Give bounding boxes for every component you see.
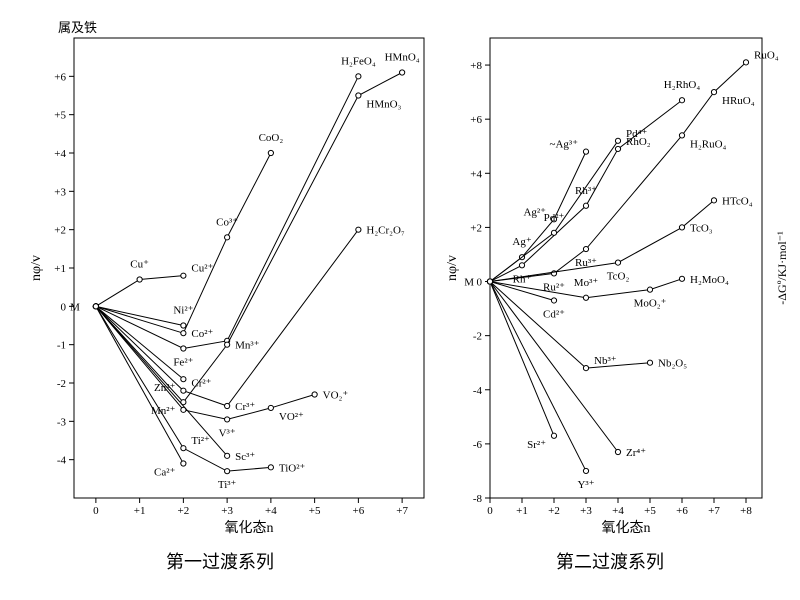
svg-text:~Ag³⁺: ~Ag³⁺: [550, 139, 579, 151]
svg-text:Co²⁺: Co²⁺: [191, 328, 213, 340]
svg-text:H₂RhO₄: H₂RhO₄: [664, 79, 701, 91]
svg-text:-4: -4: [473, 385, 483, 397]
svg-text:+4: +4: [612, 505, 624, 517]
chart-left: 0 +1 +2 +3 +4 +5 +6 +7 -4 -3 -2 -1 0 +1 +2 +3 +4 +5 +6 氧化态n…: [8, 8, 438, 548]
svg-text:nφ/v: nφ/v: [29, 255, 44, 281]
caption-left: 第一过渡系列: [90, 548, 350, 574]
svg-text:+6: +6: [676, 505, 688, 517]
svg-text:0: 0: [61, 301, 67, 313]
svg-text:+4: +4: [470, 168, 482, 180]
svg-text:TcO₃: TcO₃: [690, 222, 713, 234]
svg-text:+6: +6: [54, 71, 66, 83]
svg-text:M: M: [464, 277, 474, 289]
svg-text:+2: +2: [54, 225, 66, 237]
svg-text:Cr²⁺: Cr²⁺: [191, 378, 211, 390]
svg-text:CoO₂: CoO₂: [259, 132, 284, 144]
svg-text:+2: +2: [470, 222, 482, 234]
svg-text:Pd⁴⁺: Pd⁴⁺: [626, 128, 647, 140]
svg-text:Ag⁺: Ag⁺: [512, 236, 531, 248]
svg-text:Rh⁺: Rh⁺: [513, 273, 532, 285]
svg-text:V³⁺: V³⁺: [219, 427, 236, 439]
svg-text:Sc³⁺: Sc³⁺: [235, 451, 255, 463]
svg-text:Ca²⁺: Ca²⁺: [154, 467, 176, 479]
svg-text:-1: -1: [57, 340, 66, 352]
svg-text:H₂MoO₄: H₂MoO₄: [690, 274, 729, 286]
svg-text:RuO₄: RuO₄: [754, 49, 779, 61]
svg-text:+8: +8: [740, 505, 752, 517]
svg-text:+8: +8: [470, 60, 482, 72]
svg-text:VO₂⁺: VO₂⁺: [323, 390, 349, 402]
svg-text:+7: +7: [396, 505, 408, 517]
svg-text:H₂FeO₄: H₂FeO₄: [341, 55, 376, 67]
svg-text:HRuO₄: HRuO₄: [722, 95, 755, 107]
svg-text:H₂RuO₄: H₂RuO₄: [690, 138, 727, 150]
svg-text:0: 0: [487, 505, 493, 517]
svg-text:+4: +4: [265, 505, 277, 517]
svg-text:+1: +1: [516, 505, 528, 517]
svg-text:+7: +7: [708, 505, 720, 517]
svg-text:Nb³⁺: Nb³⁺: [594, 355, 617, 367]
svg-text:+2: +2: [178, 505, 190, 517]
svg-text:+3: +3: [580, 505, 592, 517]
svg-text:-3: -3: [57, 416, 67, 428]
svg-text:M: M: [70, 301, 80, 313]
svg-text:+6: +6: [470, 114, 482, 126]
svg-text:MoO₂⁺: MoO₂⁺: [634, 298, 667, 310]
svg-text:Y³⁺: Y³⁺: [577, 479, 594, 491]
svg-text:Mn³⁺: Mn³⁺: [235, 340, 260, 352]
svg-text:氧化态n: 氧化态n: [602, 520, 651, 536]
svg-text:+2: +2: [548, 505, 560, 517]
svg-text:-2: -2: [57, 378, 66, 390]
svg-text:+5: +5: [644, 505, 656, 517]
svg-text:+1: +1: [54, 263, 66, 275]
svg-text:Ti²⁺: Ti²⁺: [191, 435, 210, 447]
chart-right: 0 +1 +2 +3 +4 +5 +6 +7 +8 -8 -6 -4 -2 0 +2 +4 +6 +8 氧化态n nφ…: [438, 8, 798, 548]
svg-text:Cd²⁺: Cd²⁺: [543, 308, 565, 320]
svg-text:nφ/v: nφ/v: [445, 255, 460, 281]
svg-text:+1: +1: [134, 505, 146, 517]
svg-text:HTcO₄: HTcO₄: [722, 195, 753, 207]
svg-text:Ni²⁺: Ni²⁺: [173, 305, 193, 317]
svg-text:Ti³⁺: Ti³⁺: [218, 479, 237, 491]
svg-text:0: 0: [477, 277, 483, 289]
svg-text:-4: -4: [57, 455, 67, 467]
caption-right: 第二过渡系列: [480, 548, 740, 574]
svg-text:Cr³⁺: Cr³⁺: [235, 401, 255, 413]
svg-text:+3: +3: [221, 505, 233, 517]
svg-text:Pd²⁺: Pd²⁺: [544, 212, 565, 224]
svg-text:Fe²⁺: Fe²⁺: [173, 357, 193, 369]
svg-text:-ΔGº/KJ·mol⁻¹: -ΔGº/KJ·mol⁻¹: [775, 231, 789, 305]
svg-text:Mo³⁺: Mo³⁺: [574, 277, 599, 289]
svg-text:氧化态n: 氧化态n: [225, 520, 274, 536]
svg-text:+4: +4: [54, 148, 66, 160]
svg-text:0: 0: [93, 505, 99, 517]
svg-text:HMnO₄: HMnO₄: [385, 52, 420, 64]
svg-text:Zr⁴⁺: Zr⁴⁺: [626, 447, 646, 459]
svg-text:Ru²⁺: Ru²⁺: [543, 281, 565, 293]
svg-text:TcO₂: TcO₂: [607, 271, 630, 283]
svg-text:+5: +5: [54, 110, 66, 122]
svg-text:TiO²⁺: TiO²⁺: [279, 462, 306, 474]
svg-text:VO²⁺: VO²⁺: [279, 411, 304, 423]
svg-text:属及铁: 属及铁: [58, 20, 97, 35]
svg-text:Nb₂O₅: Nb₂O₅: [658, 358, 687, 370]
svg-text:+3: +3: [54, 186, 66, 198]
svg-text:Cu⁺: Cu⁺: [130, 259, 149, 271]
svg-text:Cu²⁺: Cu²⁺: [191, 263, 213, 275]
svg-text:-2: -2: [473, 331, 482, 343]
svg-text:Co³⁺: Co³⁺: [216, 216, 238, 228]
svg-text:HMnO₃: HMnO₃: [366, 99, 401, 111]
svg-text:+5: +5: [309, 505, 321, 517]
svg-text:H₂Cr₂O₇: H₂Cr₂O₇: [366, 225, 405, 237]
svg-text:-8: -8: [473, 493, 483, 505]
svg-text:Sr²⁺: Sr²⁺: [527, 439, 546, 451]
svg-text:-6: -6: [473, 439, 483, 451]
svg-text:+6: +6: [353, 505, 365, 517]
